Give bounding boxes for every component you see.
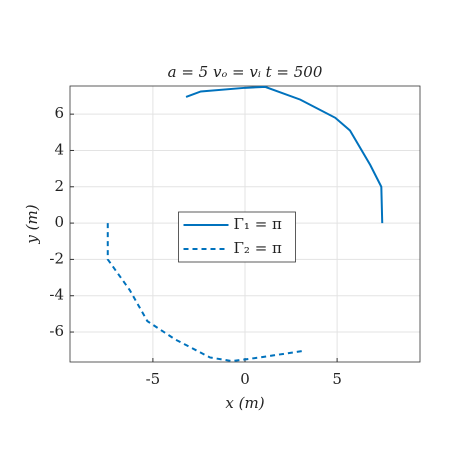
y-tick-label: -2 (49, 249, 64, 267)
x-axis-label: x (m) (225, 394, 264, 412)
y-tick-label: 4 (54, 140, 64, 158)
series-line (185, 85, 384, 224)
y-tick-label: -4 (49, 286, 64, 304)
legend-label: Γ₁ = π (234, 215, 283, 233)
y-tick-label: 0 (54, 213, 64, 231)
y-tick-label: 6 (54, 104, 64, 122)
chart-title: a = 5 vₒ = vᵢ t = 500 (168, 63, 323, 81)
legend-label: Γ₂ = π (234, 239, 283, 257)
x-tick-label: 5 (332, 370, 342, 388)
y-axis-label: y (m) (23, 204, 41, 244)
y-tick-label: -6 (49, 322, 64, 340)
plot-frame (69, 85, 421, 363)
legend-box (178, 211, 296, 263)
x-tick-label: 0 (240, 370, 250, 388)
y-tick-label: 2 (54, 177, 64, 195)
series-line (106, 223, 303, 363)
x-tick-label: -5 (146, 370, 161, 388)
